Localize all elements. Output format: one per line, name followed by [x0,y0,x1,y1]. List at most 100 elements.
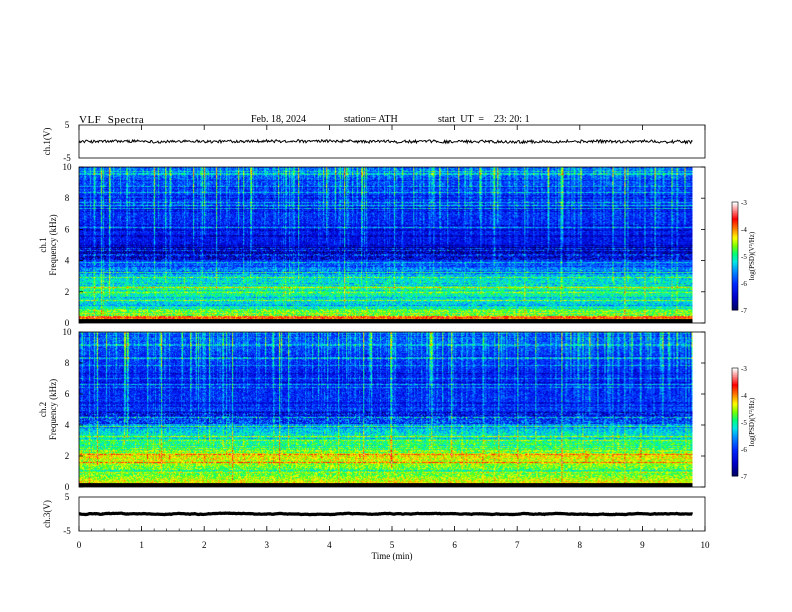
ch1-colorbar-swatch [732,243,738,246]
ch1-colorbar-swatch [732,302,738,306]
ch2-colorbar-swatch [732,393,738,396]
ch2-colorbar-swatch [732,411,738,414]
ch1-colorbar-swatch [732,232,738,235]
ch1-colorbar-swatch [732,279,738,282]
x-tick-label: 8 [578,540,583,550]
ch2-colorbar-swatch [732,472,738,475]
ch1-colorbar-swatch [732,275,738,279]
ch2-colorbar-swatch [732,386,738,389]
ch2-spec-raster [79,332,693,487]
ch2-colorbar-swatch [732,468,738,472]
ch2-colorbar-swatch [732,398,738,401]
ch1-colorbar-swatch [732,259,738,262]
ch2-colorbar-swatch [732,389,738,392]
ch2-spec-ylabel-channel: ch.2 [38,402,48,417]
ch2-colorbar-swatch [732,380,738,383]
ch1-colorbar-swatch [732,203,738,207]
ch2-colorbar-swatch [732,400,738,403]
ch1-colorbar-swatch [732,229,738,232]
ch1-colorbar-swatch [732,274,738,277]
ch2-colorbar-swatch [732,470,738,473]
ch2-colorbar-swatch [732,422,738,425]
ch1-colorbar-swatch [732,299,738,302]
ch1-colorbar-tick-label: -3 [741,199,747,207]
ch3-wave-trace [78,511,694,517]
ch1-colorbar-swatch [732,270,738,273]
ch1-spec-ytick-label: 2 [65,287,70,297]
ch2-colorbar-swatch [732,402,738,405]
ch1-colorbar-swatch [732,297,738,300]
ch2-colorbar-swatch [732,450,738,454]
ch1-colorbar-tick-label: -4 [741,226,747,234]
ch3-wave-ytick-top: 5 [65,492,70,502]
ch2-colorbar-tick-label: -6 [741,446,747,454]
ch2-colorbar-swatch [732,405,738,409]
ch1-colorbar-swatch [732,308,738,311]
ch1-colorbar: -3 -4 -5 -6 -7 log(PSD)(V²/Hz) [731,199,756,315]
ch1-spec-ytick-label: 4 [65,256,70,266]
ch1-colorbar-swatch [732,205,738,208]
ch2-colorbar-swatch [732,391,738,394]
ch2-colorbar-swatch [732,441,738,445]
ch1-spec-ytick-label: 0 [65,318,70,328]
ch2-colorbar-swatch [732,382,738,385]
ch2-colorbar-swatch [732,416,738,419]
ch2-spec-low-band [79,483,693,487]
ch2-colorbar-swatch [732,425,738,428]
ch2-colorbar-swatch [732,447,738,450]
ch1-colorbar-label: log(PSD)(V²/Hz) [748,231,756,280]
ch2-colorbar: -3 -4 -5 -6 -7 log(PSD)(V²/Hz) [731,365,756,481]
ch2-colorbar-swatch [732,377,738,380]
ch2-colorbar-swatch [732,396,738,400]
ch2-colorbar-swatch [732,414,738,418]
ch1-spec-raster [79,167,693,323]
ch2-colorbar-frame [731,367,739,477]
x-tick-label: 1 [139,540,144,550]
ch2-colorbar-swatch [732,420,738,423]
ch2-colorbar-tick-label: -4 [741,392,747,400]
ch1-colorbar-swatch [732,281,738,284]
ch2-colorbar-swatch [732,404,738,407]
ch2-colorbar-swatch [732,432,738,436]
ch2-spec-ytick-label: 4 [65,420,70,430]
ch2-spec-ytick-label: 8 [65,358,70,368]
x-tick-label: 10 [701,540,711,550]
ch1-colorbar-swatch [732,238,738,241]
ch1-colorbar-tick-label: -7 [741,307,747,315]
ch2-colorbar-swatch [732,413,738,416]
ch2-colorbar-swatch [732,465,738,468]
ch1-colorbar-swatch [732,263,738,266]
ch2-colorbar-swatch [732,436,738,439]
ch1-spec-ylabel-frequency: Frequency (kHz) [48,214,58,275]
ch1-wave-ytick-top: 5 [65,120,70,130]
ch1-colorbar-swatch [732,234,738,237]
ch1-colorbar-swatch [732,250,738,253]
start-time-label: start UT = 23: 20: 1 [438,114,530,125]
ch1-colorbar-swatch [732,252,738,255]
ch1-colorbar-swatch [732,218,738,221]
ch2-colorbar-swatch [732,467,738,470]
ch2-colorbar-swatch [732,452,738,455]
ch1-colorbar-swatch [732,301,738,304]
ch2-colorbar-label: log(PSD)(V²/Hz) [748,397,756,446]
ch1-colorbar-swatch [732,239,738,243]
ch1-colorbar-swatch [732,266,738,270]
ch1-colorbar-swatch [732,225,738,228]
ch1-colorbar-tick-label: -5 [741,253,747,261]
ch2-colorbar-swatch [732,458,738,461]
x-tick-label: 9 [640,540,645,550]
ch1-wave-ytick-bottom: -5 [63,153,71,163]
ch3-waveform-panel: 5 -5 ch.3(V) [42,492,706,536]
x-tick-label: 6 [452,540,457,550]
ch2-colorbar-tick-label: -3 [741,365,747,373]
ch1-colorbar-swatch [732,209,738,212]
ch2-colorbar-swatch [732,373,738,376]
ch1-colorbar-swatch [732,286,738,289]
ch2-colorbar-swatch [732,463,738,466]
ch1-colorbar-swatch [732,283,738,286]
ch1-colorbar-swatch [732,220,738,223]
ch1-colorbar-swatch [732,248,738,252]
ch2-colorbar-swatch [732,418,738,421]
ch1-colorbar-swatch [732,211,738,214]
